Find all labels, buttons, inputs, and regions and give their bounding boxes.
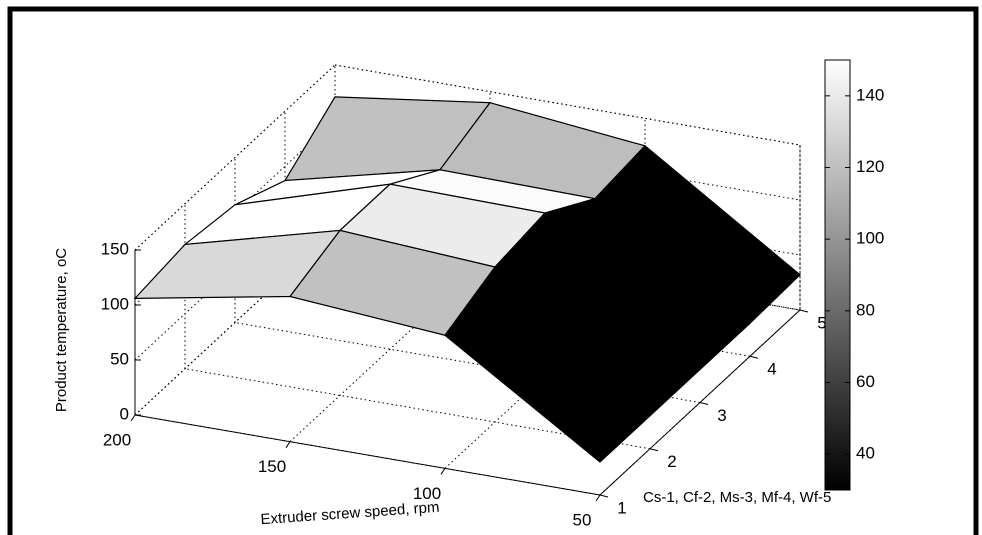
x-tick	[440, 468, 446, 475]
y-tick	[699, 402, 709, 405]
colorbar-tick-label: 100	[856, 229, 884, 248]
grid-line	[134, 64, 336, 251]
x-tick-label: 200	[103, 430, 131, 449]
x-axis	[134, 414, 601, 496]
grid-line	[289, 256, 491, 443]
z-tick-label: 100	[101, 294, 129, 313]
y-axis-label: Cs-1, Cf-2, Ms-3, Mf-4, Wf-5	[643, 489, 831, 506]
x-tick	[595, 494, 601, 502]
z-tick-label: 150	[101, 239, 129, 258]
colorbar-tick-label: 80	[856, 300, 875, 319]
x-tick	[130, 414, 136, 422]
x-tick-label: 100	[413, 484, 441, 503]
surface-face	[444, 266, 651, 463]
colorbar-tick-label: 60	[856, 372, 875, 391]
z-axis-label: Product temperature, oC	[53, 248, 70, 412]
colorbar-tick-label: 120	[856, 157, 884, 176]
frame	[7, 6, 979, 535]
z-tick-label: 0	[120, 404, 129, 423]
x-tick-label: 150	[258, 457, 286, 476]
y-tick-label: 4	[767, 360, 776, 379]
y-tick	[649, 448, 659, 452]
y-tick-label: 5	[817, 313, 826, 332]
y-tick	[599, 494, 609, 498]
y-tick-label: 2	[667, 452, 676, 471]
z-tick-label: 50	[110, 349, 129, 368]
colorbar-tick-label: 140	[856, 85, 884, 104]
y-tick-label: 1	[617, 498, 626, 517]
y-tick	[749, 355, 759, 359]
colorbar: 40 60 80 100 120 140	[824, 59, 884, 491]
y-tick-label: 3	[717, 406, 726, 425]
x-tick-label: 50	[573, 510, 592, 529]
x-tick	[285, 441, 291, 448]
y-tick	[799, 309, 809, 313]
colorbar-tick-label: 40	[856, 444, 875, 463]
colorbar-scale	[824, 59, 851, 491]
